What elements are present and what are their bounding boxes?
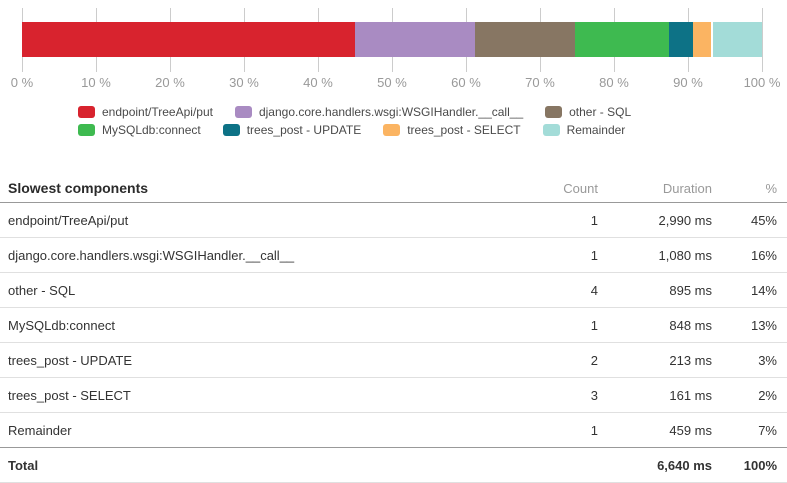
legend-swatch: [542, 124, 560, 136]
legend-item: MySQLdb:connect: [78, 123, 201, 137]
x-axis-tick-label: 40 %: [303, 75, 333, 90]
table-title: Slowest components: [0, 179, 504, 203]
legend-label: endpoint/TreeApi/put: [102, 105, 213, 119]
x-axis-tick-labels: 0 % 10 % 20 % 30 % 40 % 50 % 60 % 70 % 80 % 90 % 1…: [11, 75, 781, 91]
legend-item: trees_post - SELECT: [383, 123, 521, 137]
x-axis-tick-label: 90 %: [673, 75, 703, 90]
percent-cell: 45%: [719, 202, 787, 238]
table-total-row: Total 6,640 ms 100%: [0, 447, 787, 483]
duration-cell: 2,990 ms: [604, 202, 719, 238]
slowest-components-section: Slowest components Count Duration % endp…: [0, 179, 787, 483]
count-cell: 3: [504, 377, 604, 413]
x-axis-tick-label: 20 %: [155, 75, 185, 90]
count-cell: 1: [504, 412, 604, 448]
count-cell: 1: [504, 237, 604, 273]
duration-cell: 895 ms: [604, 272, 719, 308]
legend-label: trees_post - SELECT: [407, 123, 521, 137]
legend-label: Remainder: [566, 123, 626, 137]
table-row: trees_post - SELECT 3 161 ms 2%: [0, 377, 787, 413]
legend-item: django.core.handlers.wsgi:WSGIHandler.__…: [234, 105, 524, 119]
component-name-cell: trees_post - UPDATE: [0, 342, 504, 378]
component-name-cell: other - SQL: [0, 272, 504, 308]
table-body: endpoint/TreeApi/put 1 2,990 ms 45% django.c…: [0, 202, 787, 483]
column-header-count: Count: [504, 179, 604, 203]
duration-cell: 848 ms: [604, 307, 719, 343]
bar-segment[interactable]: [669, 22, 693, 57]
table-header-row: Slowest components Count Duration %: [0, 179, 787, 203]
table-row: trees_post - UPDATE 2 213 ms 3%: [0, 342, 787, 378]
column-header-percent: %: [719, 179, 787, 203]
chart-legend: endpoint/TreeApi/put django.core.handlers…: [78, 105, 727, 137]
table-row: MySQLdb:connect 1 848 ms 13%: [0, 307, 787, 343]
legend-label: trees_post - UPDATE: [246, 123, 362, 137]
component-name-cell: MySQLdb:connect: [0, 307, 504, 343]
x-axis-tick-label: 100 %: [743, 75, 781, 90]
legend-item: endpoint/TreeApi/put: [78, 105, 213, 119]
percent-cell: 14%: [719, 272, 787, 308]
legend-item: Remainder: [542, 123, 626, 137]
legend-swatch: [222, 124, 240, 136]
legend-swatch: [78, 124, 95, 136]
duration-cell: 1,080 ms: [604, 237, 719, 273]
legend-swatch: [545, 106, 563, 118]
legend-swatch: [234, 106, 252, 118]
duration-cell: 161 ms: [604, 377, 719, 413]
component-name-cell: trees_post - SELECT: [0, 377, 504, 413]
x-axis-tick-label: 50 %: [377, 75, 407, 90]
legend-label: other - SQL: [569, 105, 632, 119]
legend-label: django.core.handlers.wsgi:WSGIHandler.__…: [258, 105, 524, 119]
percent-cell: 7%: [719, 412, 787, 448]
component-name-cell: endpoint/TreeApi/put: [0, 202, 504, 238]
table-row: other - SQL 4 895 ms 14%: [0, 272, 787, 308]
count-cell: 1: [504, 307, 604, 343]
table-row: endpoint/TreeApi/put 1 2,990 ms 45%: [0, 202, 787, 238]
chart-plot: [21, 8, 763, 72]
table-row: Remainder 1 459 ms 7%: [0, 412, 787, 448]
bar-segment[interactable]: [22, 22, 355, 57]
stacked-bar: [22, 22, 762, 57]
bar-segment[interactable]: [574, 22, 670, 57]
percent-cell: 13%: [719, 307, 787, 343]
bar-segment[interactable]: [692, 22, 711, 57]
x-axis-tick-label: 10 %: [81, 75, 111, 90]
percent-cell: 16%: [719, 237, 787, 273]
x-axis-tick-label: 30 %: [229, 75, 259, 90]
x-axis-tick-label: 80 %: [599, 75, 629, 90]
total-count-cell: [504, 447, 604, 483]
bar-segment[interactable]: [710, 22, 762, 57]
table-row: django.core.handlers.wsgi:WSGIHandler.__…: [0, 237, 787, 273]
x-axis-tick-label: 70 %: [525, 75, 555, 90]
percent-cell: 3%: [719, 342, 787, 378]
x-axis-tick-label: 60 %: [451, 75, 481, 90]
total-percent-cell: 100%: [719, 447, 787, 483]
legend-swatch: [383, 124, 401, 136]
duration-cell: 213 ms: [604, 342, 719, 378]
column-header-duration: Duration: [604, 179, 719, 203]
total-duration-cell: 6,640 ms: [604, 447, 719, 483]
legend-swatch: [78, 106, 95, 118]
legend-label: MySQLdb:connect: [102, 123, 201, 137]
component-name-cell: django.core.handlers.wsgi:WSGIHandler.__…: [0, 237, 504, 273]
bar-segment[interactable]: [475, 22, 575, 57]
response-time-breakdown-chart: 0 % 10 % 20 % 30 % 40 % 50 % 60 % 70 % 80 % 90 % 1…: [0, 0, 787, 96]
bar-segment[interactable]: [354, 22, 476, 57]
x-axis-tick-label: 0 %: [10, 75, 34, 90]
count-cell: 4: [504, 272, 604, 308]
gridline: [761, 8, 763, 72]
duration-cell: 459 ms: [604, 412, 719, 448]
count-cell: 2: [504, 342, 604, 378]
legend-item: other - SQL: [545, 105, 631, 119]
slowest-components-table: Slowest components Count Duration % endp…: [0, 179, 787, 483]
percent-cell: 2%: [719, 377, 787, 413]
legend-item: trees_post - UPDATE: [222, 123, 362, 137]
count-cell: 1: [504, 202, 604, 238]
total-label-cell: Total: [0, 447, 504, 483]
component-name-cell: Remainder: [0, 412, 504, 448]
